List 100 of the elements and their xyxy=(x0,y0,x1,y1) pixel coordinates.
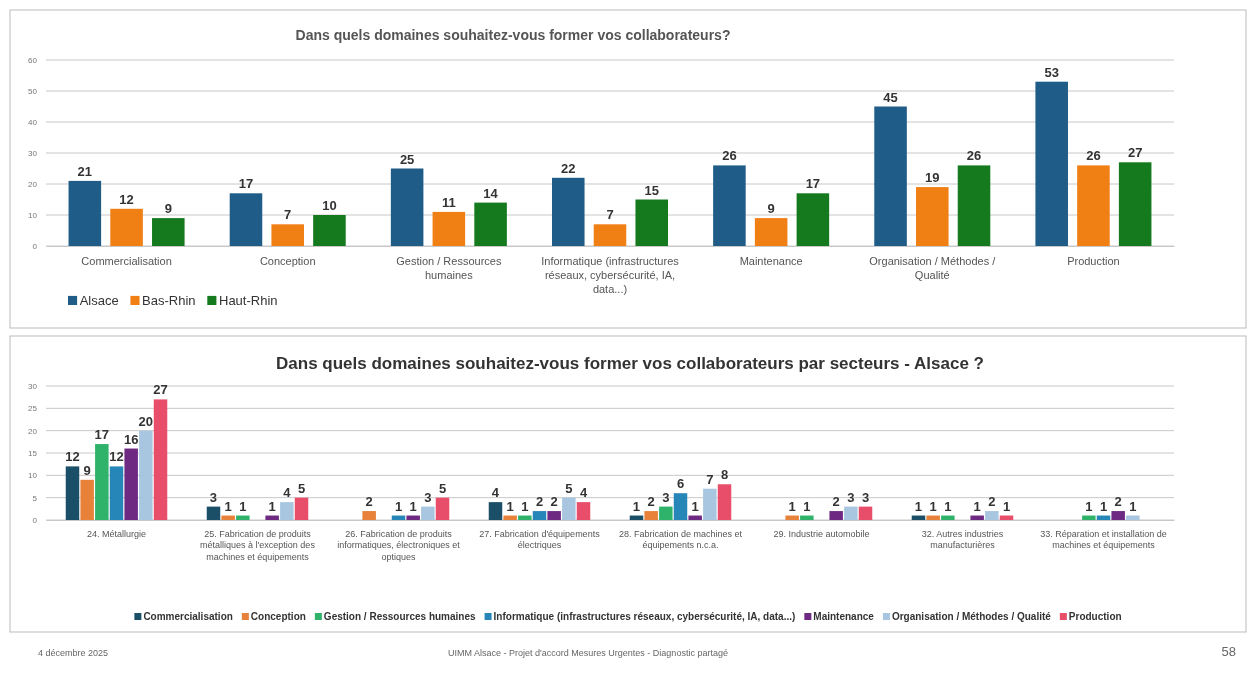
data-label: 19 xyxy=(925,170,940,186)
x-tick-label: 29. Industrie automobile xyxy=(773,529,870,539)
data-label: 1 xyxy=(1099,498,1108,514)
data-label: 2 xyxy=(535,494,544,510)
data-label: 1 xyxy=(1085,498,1093,514)
data-label: 1 xyxy=(1129,498,1137,514)
data-label: 12 xyxy=(119,191,134,207)
y-tick-label: 30 xyxy=(28,382,38,392)
x-tick-label: 33. Réparation et installation de machines et équipements xyxy=(1040,529,1167,551)
x-tick-label: Informatique (infrastructures réseaux, cybersécurité, IA, data...) xyxy=(541,255,680,295)
data-label: 9 xyxy=(767,201,775,217)
bar xyxy=(1082,515,1096,520)
bar xyxy=(294,497,309,520)
data-label: 5 xyxy=(297,480,306,496)
data-label: 2 xyxy=(988,494,996,510)
bar xyxy=(1077,165,1110,246)
bar xyxy=(432,211,466,246)
data-label: 4 xyxy=(283,485,292,501)
bar xyxy=(985,511,999,520)
y-tick-label: 40 xyxy=(28,118,38,128)
text: 4 décembre 2025 xyxy=(38,648,109,658)
bar xyxy=(717,484,732,520)
data-label: 8 xyxy=(720,467,729,483)
data-label: 9 xyxy=(164,201,172,217)
x-tick-label: Gestion / Ressources humaines xyxy=(396,255,502,281)
data-label: 1 xyxy=(409,498,417,514)
data-label: 1 xyxy=(521,498,529,514)
data-label: 26 xyxy=(1086,148,1101,164)
data-label: 17 xyxy=(94,427,110,443)
x-tick-label: Conception xyxy=(259,255,316,267)
data-label: 21 xyxy=(77,163,93,179)
data-label: 3 xyxy=(847,489,855,505)
data-label: 1 xyxy=(803,498,811,514)
bar xyxy=(551,177,585,246)
bar xyxy=(236,515,250,520)
bar xyxy=(271,224,304,246)
y-tick-label: 25 xyxy=(28,404,38,414)
data-label: 9 xyxy=(83,462,91,478)
y-tick-label: 30 xyxy=(28,149,38,159)
data-label: 26 xyxy=(722,148,737,164)
bar xyxy=(644,511,658,520)
bar xyxy=(858,506,873,520)
data-label: 1 xyxy=(944,498,952,514)
bar xyxy=(152,218,185,246)
data-label: 4 xyxy=(579,485,588,501)
data-label: 26 xyxy=(966,148,982,164)
x-tick-label: Organisation / Méthodes / Qualité xyxy=(869,255,997,281)
data-label: 17 xyxy=(805,176,821,192)
data-label: 12 xyxy=(65,449,80,465)
bar xyxy=(562,497,576,520)
data-label: 2 xyxy=(1114,494,1122,510)
bar xyxy=(703,488,717,520)
bar xyxy=(1111,511,1125,520)
bar xyxy=(80,479,94,520)
data-label: 5 xyxy=(438,480,447,496)
bar xyxy=(829,511,843,520)
bar xyxy=(659,506,673,520)
bar xyxy=(124,448,138,520)
bar xyxy=(1126,515,1140,520)
bar xyxy=(1118,162,1152,246)
bar xyxy=(313,215,346,246)
bar xyxy=(139,430,153,520)
data-label: 2 xyxy=(647,494,655,510)
data-label: 4 xyxy=(491,485,500,501)
bar xyxy=(970,515,984,520)
legend-label: Bas-Rhin xyxy=(142,293,196,308)
bar xyxy=(593,224,627,246)
data-label: 7 xyxy=(284,207,292,223)
bar xyxy=(957,165,991,246)
bar xyxy=(941,515,955,520)
y-tick-label: 0 xyxy=(32,516,38,526)
data-label: 14 xyxy=(483,185,499,201)
bar xyxy=(95,444,109,520)
bar xyxy=(153,399,168,520)
x-tick-label: 28. Fabrication de machines et équipements n.c.a. xyxy=(618,529,743,551)
bar xyxy=(488,502,503,520)
bar xyxy=(280,502,294,520)
bar xyxy=(390,168,424,246)
data-label: 6 xyxy=(676,476,685,492)
legend-label: Alsace xyxy=(79,293,119,308)
bar xyxy=(688,515,702,520)
data-label: 17 xyxy=(238,176,254,192)
data-label: 1 xyxy=(239,498,247,514)
legend-label: Organisation / Méthodes / Qualité xyxy=(891,611,1052,622)
bar xyxy=(635,199,669,246)
data-label: 3 xyxy=(662,489,670,505)
data-label: 3 xyxy=(861,489,870,505)
bar xyxy=(785,515,799,520)
bar xyxy=(221,515,235,520)
x-tick-label: Commercialisation xyxy=(81,255,172,267)
data-label: 45 xyxy=(883,89,898,105)
data-label: 7 xyxy=(706,471,714,487)
y-tick-label: 20 xyxy=(28,426,38,436)
bar xyxy=(926,515,940,520)
bar xyxy=(874,106,907,246)
chart-title: Dans quels domaines souhaitez-vous former vos collaborateurs par secteurs - Alsace ? xyxy=(276,354,984,373)
data-label: 2 xyxy=(832,494,840,510)
bar xyxy=(800,515,814,520)
y-tick-label: 10 xyxy=(28,471,38,481)
bar xyxy=(362,511,376,520)
